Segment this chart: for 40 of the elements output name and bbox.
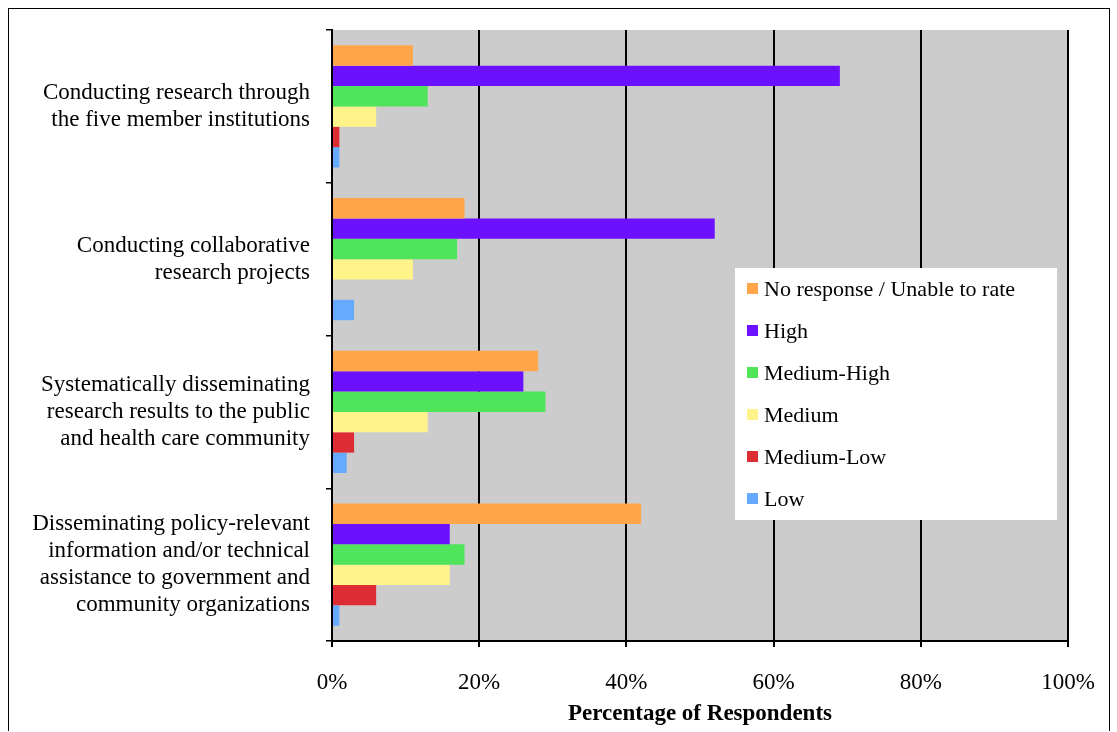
x-tick-label: 100%: [1041, 668, 1095, 694]
x-tick-label: 80%: [899, 668, 942, 694]
legend-label: Medium-Low: [764, 443, 887, 470]
bar: [333, 259, 413, 280]
bar: [333, 503, 642, 524]
bar: [333, 391, 546, 412]
x-axis-title: Percentage of Respondents: [567, 700, 833, 726]
x-tick-label: 20%: [458, 668, 501, 694]
bar: [333, 605, 340, 626]
y-tick-label: Disseminating policy-relevant information and/or technical assistance to government and community organizations: [32, 510, 311, 617]
legend-label: Low: [764, 485, 805, 512]
bar: [333, 523, 450, 545]
bar: [333, 65, 840, 87]
bar: [333, 544, 465, 565]
bar: [333, 452, 347, 473]
bar: [333, 411, 428, 433]
bar: [333, 564, 450, 585]
x-tick-label: 40%: [605, 668, 648, 694]
bar: [333, 299, 355, 321]
legend-label: Medium: [764, 401, 839, 428]
y-tick-label: Systematically disseminating research results to the public and health care community: [41, 370, 311, 450]
x-tick-label: 0%: [316, 668, 348, 694]
y-tick-label: Conducting collaborative research projects: [76, 231, 311, 284]
bar: [333, 218, 715, 239]
legend-label: Medium-High: [764, 359, 890, 386]
bar: [333, 238, 458, 260]
bar: [333, 45, 413, 66]
bar: [333, 432, 355, 453]
bar: [333, 350, 539, 372]
legend-label: High: [764, 317, 808, 344]
y-tick-label: Conducting research through the five member institutions: [43, 78, 311, 131]
legend-label: No response / Unable to rate: [764, 275, 1016, 302]
bar: [333, 198, 465, 219]
bar: [333, 126, 340, 148]
bar: [333, 86, 428, 107]
bar: [333, 584, 377, 606]
bar: [333, 147, 340, 168]
x-tick-label: 60%: [752, 668, 795, 694]
bar: [333, 106, 377, 127]
bar: [333, 371, 524, 392]
